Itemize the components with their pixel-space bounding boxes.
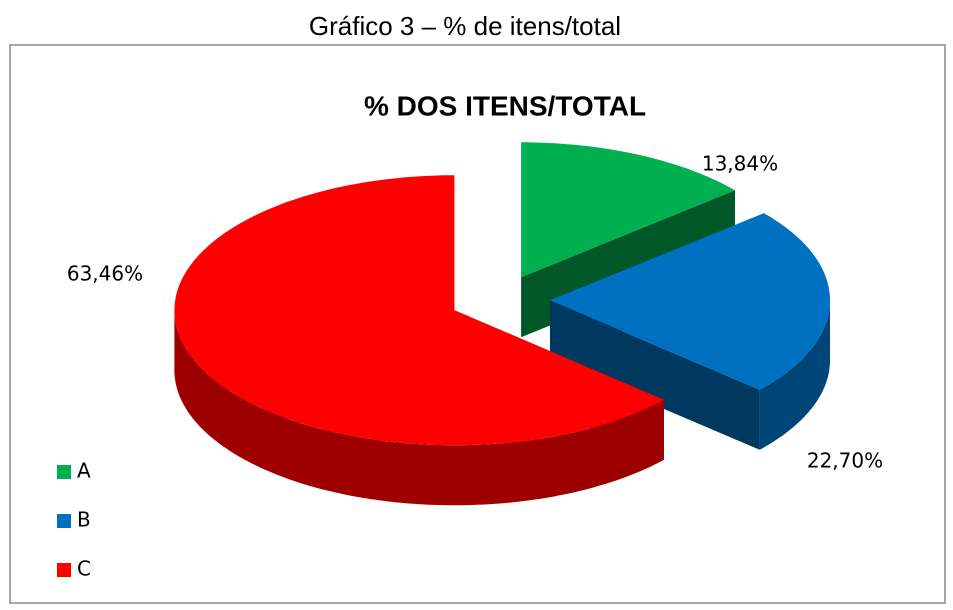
- data-label: 63,46%: [67, 262, 143, 286]
- data-label: 22,70%: [807, 449, 883, 473]
- slice-side: [550, 300, 760, 450]
- slice: [521, 142, 735, 278]
- legend-label: A: [77, 459, 91, 483]
- chart-title: % DOS ITENS/TOTAL: [364, 90, 646, 121]
- legend-label: B: [77, 508, 91, 532]
- slice: [550, 213, 830, 390]
- caption: Gráfico 3 – % de itens/total: [309, 11, 621, 41]
- data-label: 13,84%: [702, 152, 778, 176]
- slice: [174, 175, 664, 446]
- legend-swatch: [57, 563, 71, 577]
- slice-wall: [174, 310, 664, 506]
- legend-label: C: [77, 557, 91, 581]
- legend-swatch: [57, 465, 71, 479]
- slice-wall: [759, 300, 830, 450]
- legend-swatch: [57, 514, 71, 528]
